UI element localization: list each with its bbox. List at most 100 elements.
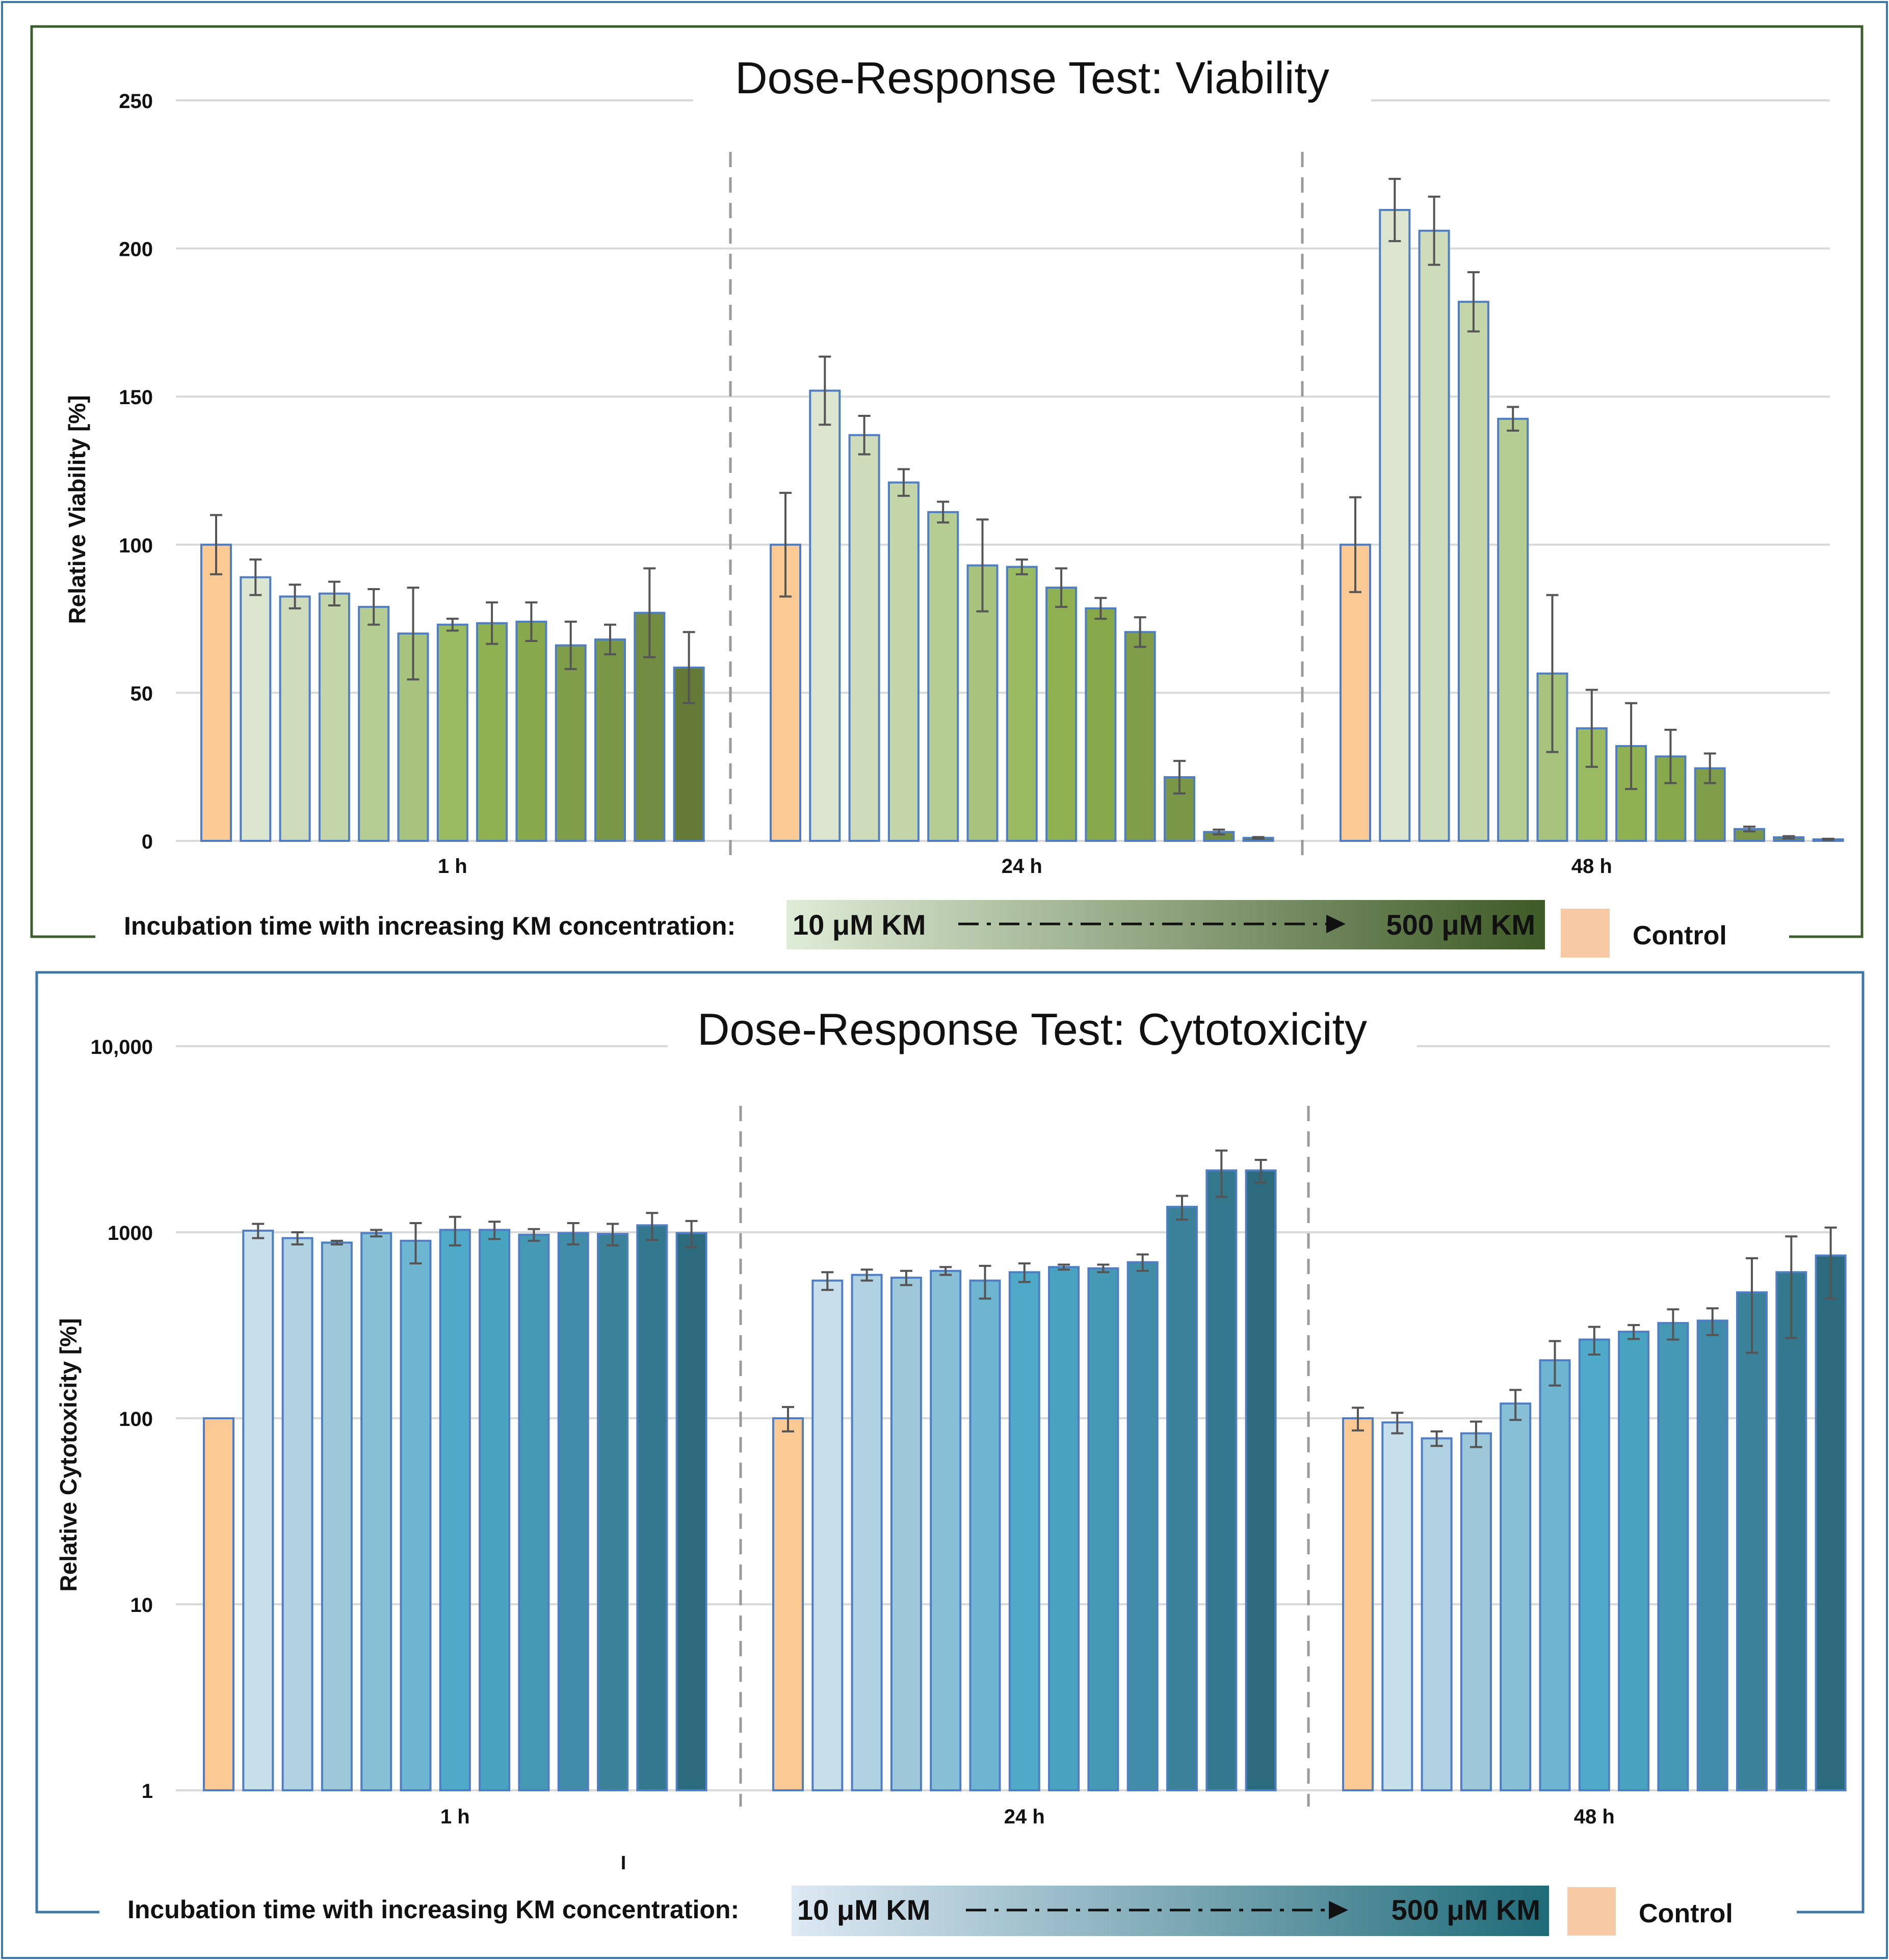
cytotoxicity-error-bars <box>252 1149 1837 1448</box>
bar <box>1124 631 1156 842</box>
bar <box>1205 1169 1238 1791</box>
error-bar <box>1782 835 1795 840</box>
bar <box>969 1279 1001 1791</box>
bar <box>479 1229 511 1791</box>
error-bar <box>1391 1412 1404 1435</box>
viability-error-bars <box>210 178 1834 841</box>
bar <box>1497 417 1529 842</box>
bar <box>772 1417 804 1791</box>
group-label: 48 h <box>1571 855 1612 878</box>
error-bar <box>525 601 538 642</box>
error-bar <box>1252 836 1265 840</box>
y-tick-label: 250 <box>119 90 153 113</box>
error-bar <box>860 1268 873 1282</box>
bar <box>1164 776 1195 842</box>
bar <box>555 644 587 842</box>
bar <box>848 434 880 842</box>
group-label: 24 h <box>1002 855 1042 878</box>
bar <box>400 1239 432 1791</box>
y-tick-label: 50 <box>130 682 153 705</box>
bar <box>240 576 272 842</box>
error-bar <box>1136 1253 1149 1272</box>
error-bar <box>685 1220 698 1249</box>
viability-legend-high: 500 μM KM <box>1386 909 1535 941</box>
cytotoxicity-title-background <box>668 996 1417 1065</box>
bar <box>1418 229 1450 842</box>
bar <box>811 1279 844 1791</box>
viability-legend-control: Control <box>1633 921 1727 950</box>
bar <box>200 543 232 842</box>
viability-group-dividers <box>729 152 1304 856</box>
error-bar <box>782 1406 794 1433</box>
bar <box>675 1232 707 1792</box>
error-bar <box>1213 828 1225 836</box>
error-bar <box>1546 594 1559 753</box>
cytotoxicity-legend-low: 10 μM KM <box>797 1894 930 1926</box>
cytotoxicity-legend-high: 500 μM KM <box>1391 1894 1540 1926</box>
group-label: 1 h <box>438 855 467 878</box>
error-bar <box>564 620 577 670</box>
viability-legend-arrowhead <box>1326 915 1346 933</box>
cytotoxicity-legend-control: Control <box>1639 1899 1733 1928</box>
error-bar <box>330 1239 343 1246</box>
viability-panel: 0 50 100 150 200 250 1 h 24 h 48 h Dose-Respons… <box>30 25 1864 958</box>
bar <box>1126 1261 1159 1791</box>
viability-title-background <box>693 47 1371 118</box>
error-bar <box>1746 1257 1758 1354</box>
error-bar <box>1664 729 1677 784</box>
bar <box>1166 1206 1198 1791</box>
error-bar <box>210 514 222 575</box>
y-tick-label: 1000 <box>108 1222 153 1244</box>
bar <box>1381 1421 1413 1791</box>
group-label: 1 h <box>440 1806 470 1828</box>
error-bar <box>1706 1307 1719 1336</box>
cytotoxicity-y-tick-labels: 1 10 100 1000 10,000 <box>91 1036 153 1803</box>
bar <box>360 1232 392 1792</box>
error-bar <box>976 518 989 613</box>
cytotoxicity-group-dividers <box>739 1106 1310 1807</box>
error-bar <box>979 1264 991 1300</box>
viability-group-labels: 1 h 24 h 48 h <box>438 855 1612 878</box>
bar <box>476 622 508 842</box>
bar <box>1008 1271 1040 1791</box>
error-bar <box>819 355 831 426</box>
error-bar <box>1015 558 1028 575</box>
bar <box>1045 587 1078 842</box>
bar <box>1736 1291 1768 1791</box>
viability-legend-control-swatch <box>1561 909 1610 958</box>
cytotoxicity-group-labels: 1 h 24 h 48 h <box>440 1806 1615 1828</box>
error-bar <box>1176 1195 1188 1221</box>
error-bar <box>1507 406 1519 432</box>
bar <box>1775 1271 1807 1791</box>
bar <box>321 1241 353 1792</box>
error-bar <box>249 558 262 596</box>
y-tick-label: 1 <box>142 1780 153 1803</box>
error-bar <box>643 567 656 658</box>
bar <box>1379 209 1411 842</box>
bar <box>439 1229 471 1791</box>
error-bar <box>1743 826 1755 833</box>
error-bar <box>252 1223 265 1239</box>
bar <box>1460 1432 1492 1791</box>
error-bar <box>779 492 792 598</box>
error-bar <box>1588 1326 1601 1356</box>
error-bar <box>937 500 950 524</box>
error-bar <box>821 1271 834 1291</box>
bar <box>1048 1266 1080 1791</box>
error-bar <box>858 414 871 456</box>
error-bar <box>1667 1308 1680 1341</box>
error-bar <box>1134 616 1146 648</box>
cytotoxicity-y-axis-label: Relative Cytotoxicity [%] <box>55 1318 82 1592</box>
bar <box>594 638 626 842</box>
error-bar <box>1822 837 1834 841</box>
error-bar <box>291 1231 304 1246</box>
bar <box>557 1232 589 1792</box>
error-bar <box>446 618 459 632</box>
cytotoxicity-legend: Incubation time with increasing KM conce… <box>127 1886 1733 1936</box>
error-bar <box>1467 271 1480 333</box>
bar <box>515 620 547 842</box>
error-bar <box>409 1222 422 1265</box>
bar <box>1245 1169 1277 1791</box>
y-tick-label: 0 <box>142 831 153 853</box>
